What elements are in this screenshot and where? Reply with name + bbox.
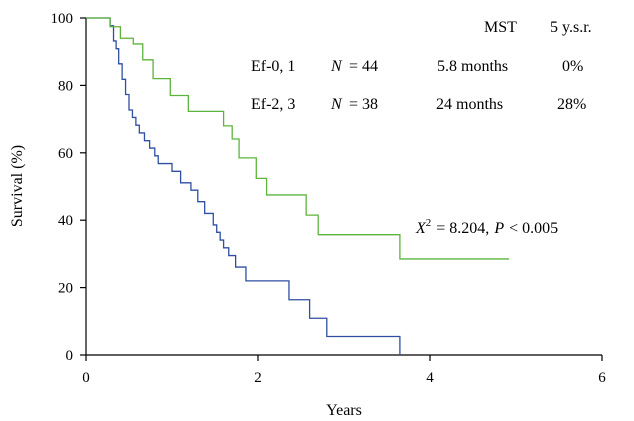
mst-header: MST (484, 19, 517, 36)
row-n-value: = 44 (349, 58, 378, 75)
chi-superscript: 2 (426, 217, 432, 229)
p-value: < 0.005 (509, 220, 558, 237)
y-tick-label: 0 (66, 348, 74, 364)
y-axis-title: Survival (%) (9, 145, 26, 227)
x-axis-ticks: 0 2 4 6 (82, 355, 606, 386)
chi-value: = 8.204, (436, 220, 489, 237)
test-statistic: X2 = 8.204, P < 0.005 (415, 217, 558, 237)
row-rate-value: 28% (557, 96, 586, 113)
y-tick-label: 20 (58, 281, 73, 297)
row-group-label: Ef-0, 1 (251, 58, 295, 75)
chi-symbol: X (415, 220, 427, 237)
row-group-label: Ef-2, 3 (251, 96, 295, 113)
row-n-value: = 38 (349, 96, 378, 113)
row-n-symbol: N (330, 96, 343, 113)
x-tick-label: 0 (82, 370, 90, 386)
series-line-1 (86, 17, 401, 355)
x-tick-label: 4 (426, 370, 434, 386)
p-symbol: P (493, 220, 504, 237)
y-axis-ticks: 0 20 40 60 80 100 (51, 11, 86, 364)
survival-rate-header: 5 y.s.r. (550, 19, 592, 36)
y-tick-label: 40 (58, 213, 73, 229)
row-rate-value: 0% (562, 58, 583, 75)
series-line-2 (86, 17, 510, 260)
y-tick-label: 60 (58, 146, 73, 162)
row-mst-value: 5.8 months (437, 58, 508, 75)
y-tick-label: 100 (51, 11, 74, 27)
row-n-symbol: N (330, 58, 343, 75)
row-mst-value: 24 months (436, 96, 503, 113)
survival-series (86, 17, 510, 355)
x-tick-label: 6 (598, 370, 606, 386)
x-tick-label: 2 (254, 370, 262, 386)
y-tick-label: 80 (58, 78, 73, 94)
x-axis-title: Years (326, 402, 362, 419)
